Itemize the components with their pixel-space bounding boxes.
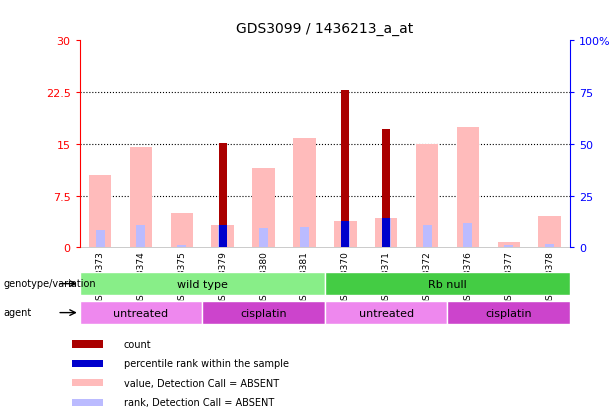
Bar — [341, 222, 350, 248]
Bar — [211, 226, 234, 248]
Bar — [375, 219, 397, 248]
Text: count: count — [124, 339, 151, 349]
Bar — [538, 217, 561, 248]
Bar — [72, 360, 103, 367]
Bar — [130, 148, 152, 248]
Bar — [89, 176, 112, 248]
Bar — [72, 341, 103, 348]
Bar — [422, 226, 432, 248]
Bar — [457, 127, 479, 248]
Bar — [341, 222, 349, 248]
Bar — [447, 301, 570, 324]
Bar — [72, 379, 103, 387]
Bar — [325, 273, 570, 295]
Text: value, Detection Call = ABSENT: value, Detection Call = ABSENT — [124, 378, 279, 388]
Bar — [219, 226, 227, 248]
Bar — [382, 219, 390, 248]
Bar — [259, 228, 268, 248]
Bar — [219, 143, 227, 248]
Bar — [96, 230, 105, 248]
Bar — [80, 273, 325, 295]
Bar — [137, 226, 145, 248]
Text: agent: agent — [3, 308, 31, 318]
Text: untreated: untreated — [113, 308, 169, 318]
Bar — [463, 224, 473, 248]
Bar — [253, 169, 275, 248]
Text: genotype/variation: genotype/variation — [3, 279, 96, 289]
Bar — [293, 139, 316, 248]
Bar — [416, 145, 438, 248]
Bar — [177, 246, 186, 248]
Bar — [72, 399, 103, 406]
Bar — [218, 226, 227, 248]
Title: GDS3099 / 1436213_a_at: GDS3099 / 1436213_a_at — [236, 22, 414, 36]
Bar — [498, 242, 520, 248]
Text: wild type: wild type — [177, 279, 227, 289]
Text: Rb null: Rb null — [428, 279, 467, 289]
Text: cisplatin: cisplatin — [240, 308, 287, 318]
Text: rank, Detection Call = ABSENT: rank, Detection Call = ABSENT — [124, 397, 274, 407]
Bar — [504, 246, 513, 248]
Bar — [545, 244, 554, 248]
Bar — [80, 301, 202, 324]
Bar — [382, 129, 390, 248]
Text: untreated: untreated — [359, 308, 414, 318]
Bar — [300, 227, 309, 248]
Text: percentile rank within the sample: percentile rank within the sample — [124, 358, 289, 368]
Bar — [325, 301, 447, 324]
Bar — [334, 222, 357, 248]
Bar — [382, 219, 390, 248]
Bar — [170, 214, 193, 248]
Bar — [341, 91, 349, 248]
Bar — [202, 301, 325, 324]
Text: cisplatin: cisplatin — [485, 308, 532, 318]
